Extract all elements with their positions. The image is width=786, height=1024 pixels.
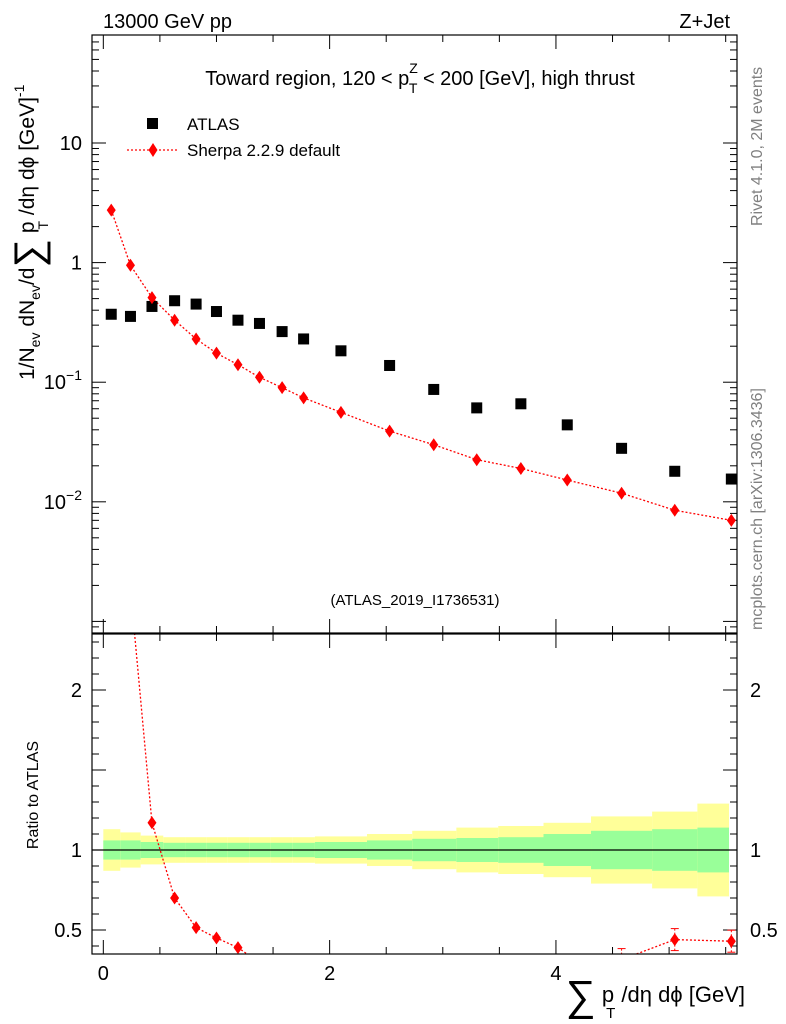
- ratio-plot-frame: [91, 633, 738, 955]
- ratio-y-tick-label-right: 2: [750, 680, 761, 702]
- atlas-point: [253, 317, 265, 329]
- main-plot: 10 1 10−1 10−2 Toward region, 120 < pZ T < 2…: [44, 34, 738, 634]
- header-right: Z+Jet: [679, 11, 730, 33]
- legend-label-sherpa: Sherpa 2.2.9 default: [187, 141, 340, 160]
- y-tick-label: 10: [60, 133, 82, 155]
- atlas-point: [210, 306, 222, 318]
- main-plot-y-tick-labels: 10 1 10−1 10−2: [44, 133, 82, 514]
- x-tick-label: 0: [98, 963, 109, 985]
- sherpa-point: [617, 486, 627, 500]
- ratio-plot-ticks: [92, 634, 737, 954]
- ratio-y-tick-label: 0.5: [54, 920, 82, 942]
- legend-label-atlas: ATLAS: [187, 115, 240, 134]
- legend: ATLAS Sherpa 2.2.9 default: [127, 115, 340, 160]
- sherpa-point: [233, 358, 243, 372]
- sherpa-point: [254, 370, 264, 384]
- atlas-point: [124, 310, 136, 322]
- sherpa-point: [211, 346, 221, 360]
- atlas-point: [471, 402, 483, 414]
- atlas-point: [190, 298, 202, 310]
- ratio-series: [133, 634, 736, 954]
- atlas-point: [725, 473, 737, 485]
- sherpa-point: [670, 503, 680, 517]
- ratio-line: [133, 634, 249, 954]
- atlas-point: [335, 345, 347, 357]
- atlas-point: [428, 383, 440, 395]
- ratio-point: [170, 891, 180, 905]
- ratio-point: [191, 921, 201, 935]
- plot-title: Toward region, 120 < pZ T < 200 [GeV], hi…: [205, 60, 635, 96]
- ratio-point: [233, 941, 243, 954]
- ratio-point: [147, 816, 157, 830]
- ratio-plot: 0.5 0.5 1 1 2 2 0 2 4: [54, 633, 778, 985]
- ratio-y-tick-label-right: 1: [750, 840, 761, 862]
- atlas-point: [298, 333, 310, 345]
- sherpa-point: [147, 291, 157, 305]
- ratio-point: [211, 931, 221, 945]
- sherpa-point: [516, 461, 526, 475]
- atlas-point: [384, 359, 396, 371]
- atlas-point: [561, 419, 573, 431]
- rivet-version: Rivet 4.1.0, 2M events: [749, 67, 766, 226]
- sherpa-point: [277, 381, 287, 395]
- atlas-point: [515, 398, 527, 410]
- atlas-point: [169, 295, 181, 307]
- mcplots-credit: mcplots.cern.ch [arXiv:1306.3436]: [749, 388, 766, 630]
- sherpa-line: [110, 209, 732, 521]
- analysis-watermark: (ATLAS_2019_I1736531): [330, 592, 499, 609]
- sherpa-point: [726, 513, 736, 527]
- sherpa-point: [336, 405, 346, 419]
- ratio-y-tick-label-right: 0.5: [750, 920, 778, 942]
- sherpa-point: [429, 438, 439, 452]
- atlas-point: [669, 465, 681, 477]
- legend-marker-sherpa: [148, 143, 158, 157]
- x-tick-label: 4: [550, 963, 561, 985]
- ratio-point: [620, 953, 623, 954]
- main-plot-ylabel: 1/Nev dNev/d∑ pT /dη dϕ [GeV]-1: [7, 84, 51, 380]
- atlas-point: [105, 308, 117, 320]
- legend-marker-atlas: [147, 118, 158, 129]
- ratio-point: [726, 934, 736, 948]
- ratio-point: [670, 933, 680, 947]
- header-left: 13000 GeV pp: [103, 11, 232, 33]
- ratio-y-tick-label: 1: [71, 840, 82, 862]
- main-plot-frame: [91, 34, 738, 634]
- ratio-plot-ylabel: Ratio to ATLAS: [25, 741, 42, 849]
- sherpa-point: [385, 424, 395, 438]
- sherpa-point: [299, 391, 309, 405]
- atlas-point: [616, 442, 628, 454]
- x-tick-label: 2: [324, 963, 335, 985]
- y-tick-label: 10−1: [44, 367, 82, 394]
- main-plot-series: [105, 203, 737, 527]
- atlas-point: [232, 314, 244, 326]
- y-tick-label: 10−2: [44, 487, 82, 514]
- sherpa-point: [106, 203, 116, 217]
- atlas-point: [146, 300, 158, 312]
- sherpa-point: [472, 453, 482, 467]
- main-plot-ticks: [92, 34, 737, 634]
- atlas-point: [276, 326, 288, 338]
- ratio-plot-tick-labels: 0.5 0.5 1 1 2 2 0 2 4: [54, 680, 778, 985]
- sherpa-point: [191, 332, 201, 346]
- sherpa-point: [562, 473, 572, 487]
- ratio-y-tick-label: 2: [71, 680, 82, 702]
- y-tick-label: 1: [71, 253, 82, 275]
- sherpa-point: [170, 313, 180, 327]
- sherpa-point: [125, 258, 135, 272]
